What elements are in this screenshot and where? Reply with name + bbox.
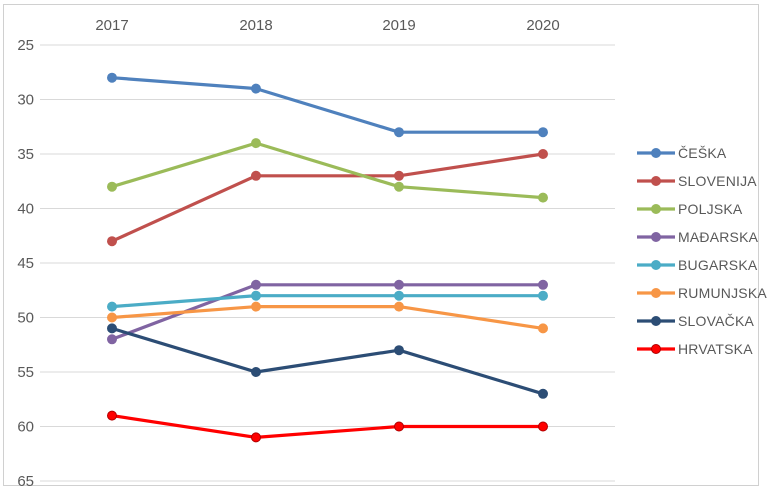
data-point-madarska-2018 [251,279,261,290]
legend-label-bugarska: BUGARSKA [678,257,758,273]
legend-item-ceska: ČEŠKA [637,139,767,167]
line-chart-plot: 25 30 35 40 45 50 55 60 65 2017 2018 2019 2020 [17,17,615,487]
data-point-hrvatska-2020 [538,421,548,432]
data-point-ceska-2020 [538,127,548,138]
data-point-bugarska-2020 [538,290,548,301]
legend-swatch-bugarska [637,260,675,270]
legend-item-bugarska: BUGARSKA [637,251,767,279]
data-point-slovenija-2018 [251,170,261,181]
y-axis-tick-label: 60 [17,419,34,436]
data-point-slovacka-2018 [251,367,261,377]
y-axis-tick-label: 65 [17,473,34,487]
data-point-rumunjska-2017 [107,312,117,323]
data-point-bugarska-2017 [107,301,117,312]
data-point-slovacka-2019 [394,345,404,356]
data-point-rumunjska-2019 [394,301,404,312]
y-axis-tick-label: 40 [17,201,34,218]
legend-marker-icon [651,260,661,270]
data-point-ceska-2018 [251,83,261,94]
legend-marker-icon [651,316,661,326]
data-point-slovacka-2017 [107,323,117,334]
data-point-bugarska-2018 [251,290,261,301]
legend-swatch-slovenija [637,176,675,186]
x-axis-label: 2018 [239,17,272,34]
legend-marker-icon [651,288,661,298]
legend-swatch-hrvatska [637,344,675,354]
y-axis-tick-label: 25 [17,37,34,54]
data-point-madarska-2017 [107,334,117,345]
legend-item-poljska: POLJSKA [637,195,767,223]
series-line-ceska [110,76,545,134]
legend-swatch-ceska [637,148,675,158]
x-axis-label: 2017 [95,17,128,34]
data-point-poljska-2019 [394,181,404,192]
series-line-hrvatska [110,414,545,439]
data-point-poljska-2017 [107,181,117,192]
legend-label-ceska: ČEŠKA [678,145,727,161]
legend-label-madarska: MAĐARSKA [678,229,759,245]
legend-swatch-madarska [637,232,675,242]
y-axis-tick-label: 50 [17,310,34,327]
chart-legend: ČEŠKA SLOVENIJA POLJSKA MAĐARSKA BUGARSKA RUM… [637,139,767,363]
legend-swatch-rumunjska [637,288,675,298]
data-point-ceska-2019 [394,127,404,138]
series-line-bugarska [110,294,545,309]
legend-item-rumunjska: RUMUNJSKA [637,279,767,307]
data-point-bugarska-2019 [394,290,404,301]
legend-marker-icon [651,176,661,186]
y-axis-tick-label: 35 [17,146,34,163]
legend-label-slovenija: SLOVENIJA [678,173,757,189]
data-point-rumunjska-2018 [251,301,261,312]
legend-swatch-slovacka [637,316,675,326]
data-point-madarska-2020 [538,279,548,290]
data-point-slovenija-2017 [107,236,117,247]
x-axis-label: 2020 [526,17,559,34]
legend-marker-icon [651,148,661,158]
series-line-slovacka [110,326,545,396]
data-point-slovenija-2019 [394,170,404,181]
y-axis-tick-label: 30 [17,92,34,109]
data-point-hrvatska-2017 [107,410,117,421]
legend-item-hrvatska: HRVATSKA [637,335,767,363]
legend-label-rumunjska: RUMUNJSKA [678,285,767,301]
legend-item-slovenija: SLOVENIJA [637,167,767,195]
legend-marker-icon [651,204,661,214]
data-point-slovenija-2020 [538,149,548,159]
data-point-hrvatska-2019 [394,421,404,432]
data-point-poljska-2020 [538,192,548,203]
y-axis-tick-label: 45 [17,255,34,272]
data-point-hrvatska-2018 [251,432,261,443]
legend-marker-icon [651,344,661,354]
legend-swatch-poljska [637,204,675,214]
data-point-poljska-2018 [251,138,261,149]
legend-label-slovacka: SLOVAČKA [678,313,755,329]
legend-item-slovacka: SLOVAČKA [637,307,767,335]
y-axis-tick-label: 55 [17,364,34,381]
data-point-madarska-2019 [394,279,404,290]
legend-label-poljska: POLJSKA [678,201,743,217]
legend-item-madarska: MAĐARSKA [637,223,767,251]
data-point-slovacka-2020 [538,388,548,399]
legend-label-hrvatska: HRVATSKA [678,341,753,357]
legend-marker-icon [651,232,661,242]
data-point-ceska-2017 [107,72,117,83]
series-line-rumunjska [110,305,545,330]
data-point-rumunjska-2020 [538,323,548,334]
series-line-poljska [110,141,545,200]
series-line-slovenija [110,152,545,243]
chart-frame: 25 30 35 40 45 50 55 60 65 2017 2018 2019 2020 ČEŠKA… [3,4,767,487]
x-axis-label: 2019 [382,17,415,34]
